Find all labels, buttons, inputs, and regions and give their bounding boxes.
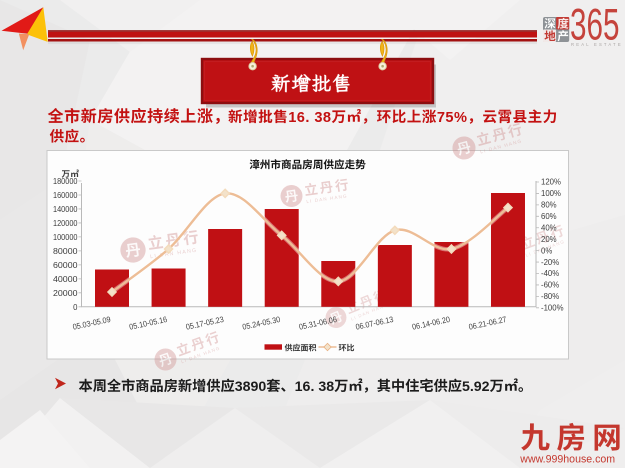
- svg-text:0: 0: [73, 303, 78, 312]
- svg-text:100%: 100%: [541, 189, 561, 198]
- svg-text:20000: 20000: [53, 289, 78, 298]
- svg-text:80000: 80000: [53, 247, 78, 256]
- svg-text:-100%: -100%: [541, 304, 564, 313]
- svg-text:-60%: -60%: [541, 281, 559, 290]
- svg-text:180000: 180000: [53, 177, 78, 186]
- svg-text:80%: 80%: [541, 201, 557, 210]
- svg-text:75%: 75%: [437, 110, 468, 126]
- svg-text:-40%: -40%: [541, 269, 559, 278]
- svg-text:www.999house.com: www.999house.com: [519, 453, 615, 465]
- svg-text:60000: 60000: [53, 261, 78, 270]
- svg-text:60%: 60%: [541, 212, 557, 221]
- svg-text:16. 38: 16. 38: [288, 110, 331, 126]
- svg-text:20%: 20%: [541, 235, 557, 244]
- svg-text:-80%: -80%: [541, 292, 559, 301]
- svg-text:40000: 40000: [53, 275, 78, 284]
- svg-text:160000: 160000: [53, 191, 78, 200]
- svg-text:365: 365: [570, 1, 620, 50]
- svg-text:16. 38: 16. 38: [295, 379, 335, 395]
- svg-text:REAL ESTATE 365: REAL ESTATE 365: [571, 42, 625, 47]
- svg-text:40%: 40%: [541, 223, 557, 232]
- svg-text:-20%: -20%: [541, 258, 559, 267]
- svg-text:5.92: 5.92: [462, 379, 490, 395]
- svg-text:LI DAN HANG: LI DAN HANG: [306, 193, 348, 204]
- svg-text:140000: 140000: [53, 205, 78, 214]
- svg-text:100000: 100000: [53, 233, 78, 242]
- svg-text:120000: 120000: [53, 219, 78, 228]
- svg-text:0%: 0%: [541, 246, 552, 255]
- svg-text:3890: 3890: [235, 379, 267, 395]
- svg-text:120%: 120%: [541, 178, 561, 187]
